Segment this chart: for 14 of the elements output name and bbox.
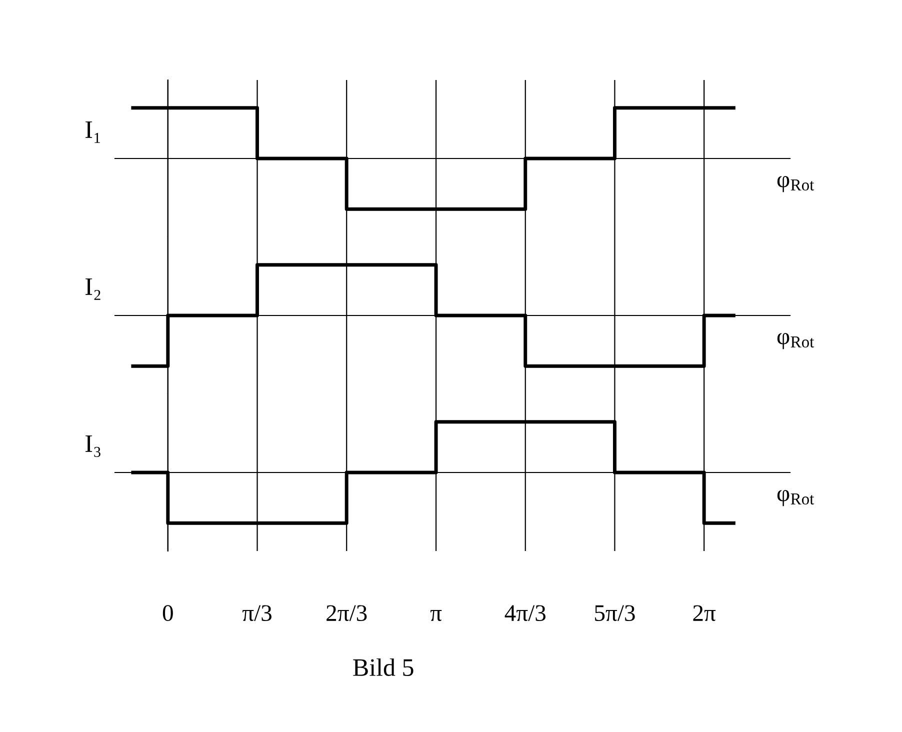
x-tick-label: 0 <box>162 605 173 622</box>
x-tick-label: 2π <box>693 605 716 622</box>
x-tick-label: π/3 <box>242 605 272 622</box>
text: Bild 5 <box>353 658 414 676</box>
x-tick-label: 4π/3 <box>504 605 546 622</box>
x-axis-title: φ$_{Rot}$ <box>777 176 814 192</box>
x-axis-title: φ$_{Rot}$ <box>777 332 814 350</box>
x-axis-title: φ$_{Rot}$ <box>777 490 814 506</box>
y-axis-title: I₁ <box>86 121 100 143</box>
x-tick-label: π <box>430 610 442 622</box>
y-axis-title: I₃ <box>86 435 100 457</box>
x-tick-label: 2π/3 <box>326 605 367 622</box>
x-tick-label: 5π/3 <box>595 605 635 622</box>
y-axis-title: I₂ <box>86 278 100 300</box>
